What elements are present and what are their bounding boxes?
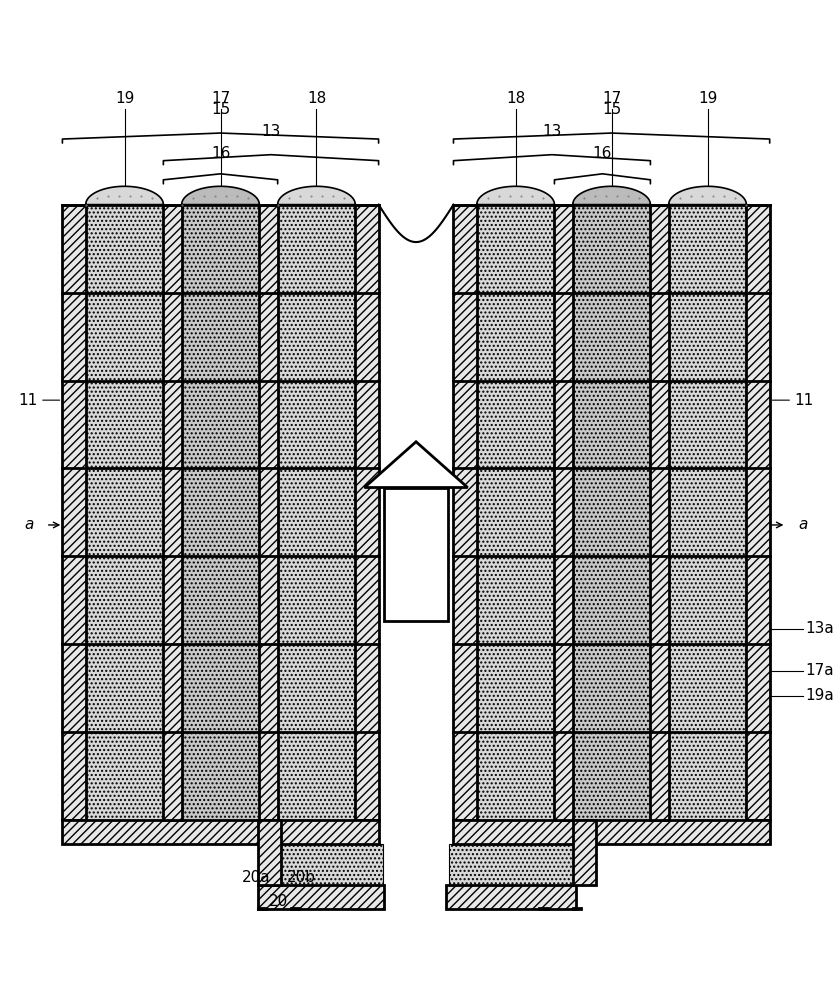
Bar [669, 468, 747, 556]
Text: 11: 11 [795, 393, 814, 408]
Text: 19a: 19a [806, 688, 834, 703]
Bar [278, 644, 355, 732]
PathPatch shape [86, 186, 163, 205]
Text: 20b: 20b [286, 870, 316, 885]
Text: 15: 15 [211, 102, 230, 117]
Bar [86, 644, 163, 732]
Bar [86, 556, 163, 644]
Bar [477, 205, 554, 293]
Bar [86, 205, 163, 293]
Bar [86, 381, 163, 468]
Bar [477, 293, 554, 381]
PathPatch shape [181, 186, 260, 205]
Bar [573, 732, 650, 820]
Bar [669, 556, 747, 644]
Bar [573, 293, 650, 381]
Bar [454, 205, 477, 820]
Text: 19: 19 [115, 91, 134, 106]
Bar [86, 468, 163, 556]
Text: 17a: 17a [806, 663, 834, 678]
Bar [278, 732, 355, 820]
PathPatch shape [669, 186, 747, 205]
Bar [260, 844, 383, 885]
PathPatch shape [477, 186, 554, 205]
Text: 16: 16 [593, 146, 612, 161]
Bar [278, 293, 355, 381]
Bar [554, 205, 573, 820]
Text: 13: 13 [543, 124, 562, 139]
Bar [669, 644, 747, 732]
Bar [181, 644, 260, 732]
Bar [446, 885, 576, 909]
Text: 15: 15 [602, 102, 622, 117]
Bar [278, 381, 355, 468]
Bar [181, 205, 260, 293]
Text: 17: 17 [211, 91, 230, 106]
Bar [278, 205, 355, 293]
Polygon shape [365, 442, 468, 488]
Bar [477, 556, 554, 644]
Bar [385, 488, 448, 621]
Bar [260, 205, 278, 820]
Bar [477, 468, 554, 556]
Bar [163, 205, 181, 820]
Bar [181, 468, 260, 556]
Bar [477, 732, 554, 820]
Bar [477, 644, 554, 732]
Text: 20a: 20a [242, 870, 270, 885]
Bar [669, 732, 747, 820]
Bar [355, 205, 379, 820]
Bar [449, 844, 573, 885]
Text: a: a [24, 517, 34, 532]
Bar [86, 732, 163, 820]
Text: 16: 16 [211, 146, 230, 161]
Bar [278, 468, 355, 556]
PathPatch shape [278, 186, 355, 205]
Text: 20: 20 [269, 894, 288, 909]
Bar [477, 381, 554, 468]
Bar [86, 293, 163, 381]
Bar [62, 820, 379, 844]
Text: 18: 18 [506, 91, 525, 106]
Bar [454, 820, 769, 844]
Text: 13: 13 [261, 124, 281, 139]
Bar [573, 381, 650, 468]
Text: 11: 11 [18, 393, 38, 408]
Bar [573, 468, 650, 556]
Bar [669, 381, 747, 468]
Bar [181, 293, 260, 381]
Bar [573, 644, 650, 732]
Text: 13a: 13a [806, 621, 834, 636]
Text: a: a [799, 517, 808, 532]
Bar [669, 293, 747, 381]
Text: 17: 17 [602, 91, 622, 106]
Bar [747, 205, 769, 820]
Text: 19: 19 [698, 91, 717, 106]
Bar [278, 556, 355, 644]
Bar [62, 205, 86, 820]
Text: 18: 18 [307, 91, 326, 106]
Bar [650, 205, 669, 820]
Bar [258, 885, 385, 909]
Bar [669, 205, 747, 293]
Bar [181, 381, 260, 468]
Bar [573, 820, 596, 885]
Bar [573, 205, 650, 293]
PathPatch shape [573, 186, 650, 205]
Bar [181, 556, 260, 644]
Bar [573, 556, 650, 644]
Bar [181, 732, 260, 820]
Bar [258, 820, 281, 885]
